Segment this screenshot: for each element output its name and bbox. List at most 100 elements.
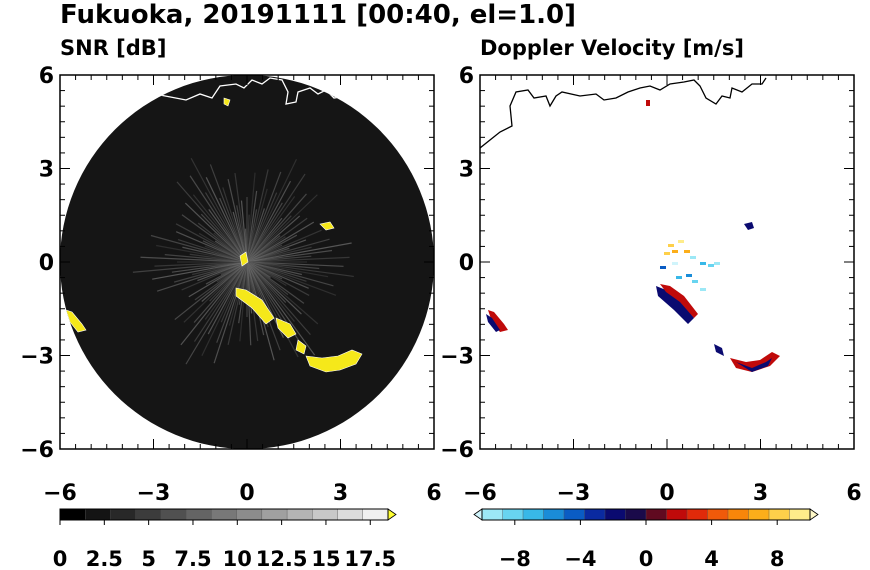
clutter-ray	[207, 261, 248, 335]
y-tick-label: 0	[459, 251, 474, 276]
colorbar-segment	[312, 508, 339, 521]
doppler-point	[690, 256, 696, 259]
doppler-echo	[660, 284, 698, 318]
snr-echo-bands	[65, 97, 363, 373]
colorbar-segment	[337, 508, 364, 521]
doppler-point	[668, 244, 674, 247]
colorbar-tick-label: 10	[223, 547, 252, 570]
strong-echo	[275, 317, 297, 339]
colorbar-tick-label: −8	[499, 547, 531, 570]
doppler-plot-area	[480, 75, 854, 449]
doppler-point	[700, 288, 706, 291]
clutter-ray	[204, 192, 248, 263]
snr-panel-title: SNR [dB]	[60, 36, 167, 60]
colorbar-extend-max	[387, 508, 397, 521]
clutter-ray	[132, 261, 248, 273]
clutter-ray	[185, 261, 248, 365]
colorbar-tick-label: −4	[564, 547, 596, 570]
doppler-colorbar-labels: −8 −4 0 4 8	[499, 547, 785, 570]
colorbar-segment	[727, 508, 749, 521]
clutter-ray	[156, 261, 248, 292]
x-tick-label: 6	[846, 481, 861, 506]
x-tick-label: 6	[426, 481, 441, 506]
colorbar-segment	[362, 508, 389, 521]
y-tick-label: −6	[20, 438, 54, 463]
clutter-ray	[164, 254, 248, 263]
clutter-ray	[154, 261, 248, 267]
clutter-ray	[140, 256, 248, 263]
clutter-ray	[227, 261, 248, 345]
y-tick-label: −6	[440, 438, 474, 463]
colorbar-tick-label: 12.5	[256, 547, 308, 570]
clutter-ray	[192, 194, 248, 263]
doppler-point	[692, 280, 698, 283]
clutter-ray	[246, 172, 256, 263]
doppler-echo	[486, 314, 500, 332]
doppler-point	[714, 262, 720, 265]
colorbar-tick-label: 5	[141, 547, 156, 570]
colorbar-segment	[236, 508, 263, 521]
colorbar-tick-label: 7.5	[174, 547, 211, 570]
colorbar-tick-label: 15	[311, 547, 340, 570]
colorbar-segment	[604, 508, 626, 521]
x-tick-label: −6	[463, 481, 497, 506]
y-tick-label: 6	[459, 64, 474, 89]
snr-axis-ticks	[59, 74, 435, 450]
doppler-echo	[744, 222, 754, 230]
strong-echo	[305, 349, 363, 373]
doppler-point	[678, 240, 684, 243]
strong-echo	[65, 309, 87, 333]
colorbar-segment	[666, 508, 688, 521]
colorbar-extend-max	[809, 508, 819, 521]
colorbar-tick-label: 2.5	[86, 547, 123, 570]
clutter-ray	[246, 196, 296, 263]
doppler-axis-ticks	[479, 74, 855, 450]
colorbar-segment	[110, 508, 137, 521]
colorbar-segment	[160, 508, 187, 521]
clutter-ray	[246, 194, 318, 263]
snr-clutter-rays	[132, 157, 354, 365]
clutter-ray	[246, 261, 337, 296]
doppler-point	[686, 274, 692, 277]
clutter-ray	[183, 261, 248, 323]
strong-echo	[239, 251, 249, 267]
y-tick-label: 3	[39, 158, 54, 183]
y-tick-label: −3	[20, 345, 54, 370]
colorbar-segment	[584, 508, 606, 521]
clutter-ray	[227, 179, 248, 263]
doppler-point	[660, 266, 666, 269]
doppler-point	[708, 264, 714, 267]
colorbar-segment	[789, 508, 811, 521]
colorbar-segment	[768, 508, 790, 521]
colorbar-segment	[625, 508, 647, 521]
doppler-echo-bands	[486, 100, 780, 372]
clutter-ray	[152, 261, 248, 280]
colorbar-segment	[502, 508, 524, 521]
colorbar-segment	[211, 508, 238, 521]
clutter-ray	[246, 261, 319, 325]
doppler-point	[664, 252, 670, 255]
y-tick-label: 0	[39, 251, 54, 276]
clutter-ray	[180, 261, 248, 346]
clutter-ray	[201, 261, 248, 356]
colorbar-segment	[686, 508, 708, 521]
colorbar-segment	[707, 508, 729, 521]
x-tick-label: 3	[333, 481, 348, 506]
clutter-ray	[193, 261, 248, 323]
clutter-ray	[189, 175, 248, 263]
colorbar-segment	[135, 508, 162, 521]
strong-echo	[319, 221, 335, 231]
clutter-ray	[246, 173, 306, 263]
y-tick-label: −3	[440, 345, 474, 370]
colorbar-segment	[85, 508, 111, 521]
strong-echo	[223, 97, 231, 107]
clutter-ray	[246, 238, 330, 263]
clutter-ray	[246, 256, 350, 263]
clutter-ray	[246, 249, 333, 263]
colorbar-segment	[481, 508, 503, 521]
doppler-point	[672, 250, 678, 253]
colorbar-segment	[59, 508, 86, 521]
snr-colorbar-labels: 0 2.5 5 7.5 10 12.5 15 17.5	[53, 547, 396, 570]
doppler-echo	[736, 358, 772, 372]
